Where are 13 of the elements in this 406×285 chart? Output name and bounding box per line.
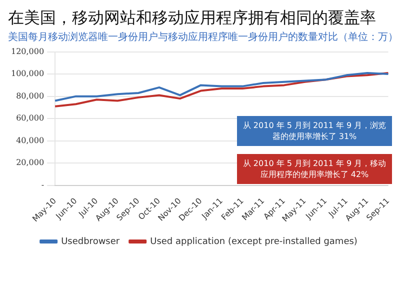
annotation: 从 2010 年 5 月到 2011 年 9 月，浏览器的使用率增长了 31% — [237, 116, 392, 146]
y-tick-label: 20,000 — [16, 158, 44, 168]
y-tick-label: - — [41, 180, 44, 190]
annotation: 从 2010 年 5 月到 2011 年 9 月，移动应用程序的使用率增长了 42% — [237, 154, 392, 184]
legend-label: Used application (except pre-installed games) — [150, 236, 358, 247]
legend-label: Usedbrowser — [61, 236, 120, 247]
y-tick-label: 120,000 — [10, 46, 44, 56]
y-tick-label: 100,000 — [10, 69, 44, 78]
chart-title: 在美国，移动网站和移动应用程序拥有相同的覆盖率 — [8, 8, 377, 28]
y-tick-label: 40,000 — [16, 136, 44, 145]
chart-subtitle: 美国每月移动浏览器唯一身份用户与移动应用程序唯一身份用户的数量对比（单位：万） — [8, 31, 398, 44]
y-tick-label: 60,000 — [16, 114, 44, 123]
y-tick-label: 80,000 — [16, 91, 44, 100]
